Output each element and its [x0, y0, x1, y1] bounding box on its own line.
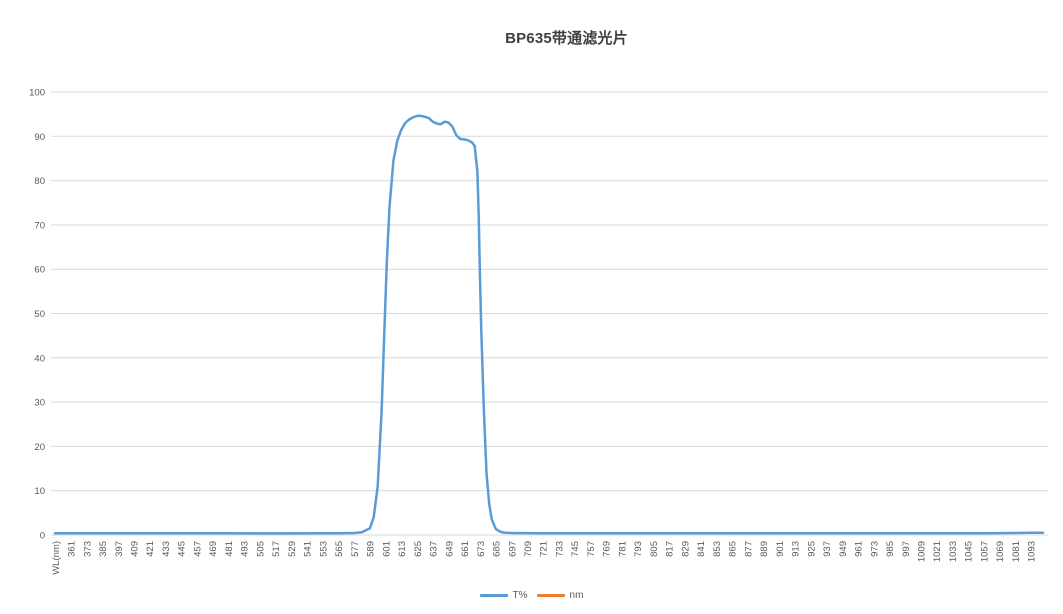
y-tick-label: 80: [34, 176, 45, 187]
x-tick-label: 457: [192, 541, 203, 557]
y-tick-label: 50: [34, 309, 45, 320]
x-tick-label: 625: [413, 541, 424, 557]
y-tick-label: 70: [34, 220, 45, 231]
x-tick-label: 469: [208, 541, 219, 557]
x-tick-label: 733: [554, 541, 565, 557]
y-tick-label: 30: [34, 398, 45, 409]
x-tick-label: 877: [743, 541, 754, 557]
x-tick-label: 901: [775, 541, 786, 557]
chart-title: BP635带通滤光片: [505, 30, 628, 47]
y-tick-label: 60: [34, 265, 45, 276]
x-tick-label: 661: [460, 541, 471, 557]
x-tick-label: 1057: [979, 541, 990, 562]
x-tick-label: 481: [224, 541, 235, 557]
series-line-T-percent: [53, 114, 1045, 535]
y-tick-label: 0: [40, 531, 45, 542]
x-tick-label: 817: [665, 541, 676, 557]
x-tick-label: 505: [255, 541, 266, 557]
x-tick-label: 1009: [917, 541, 928, 562]
x-tick-label: 493: [240, 541, 251, 557]
legend-item: nm: [536, 590, 584, 601]
x-tick-label: 769: [602, 541, 613, 557]
x-tick-label: 421: [145, 541, 156, 557]
x-tick-label: 961: [854, 541, 865, 557]
x-axis-header-label: WL(nm): [51, 541, 62, 575]
x-tick-label: 925: [806, 541, 817, 557]
x-tick-label: 517: [271, 541, 282, 557]
x-tick-label: 805: [649, 541, 660, 557]
x-tick-label: 433: [161, 541, 172, 557]
x-tick-label: 1081: [1011, 541, 1022, 562]
x-tick-label: 709: [523, 541, 534, 557]
x-tick-label: 973: [869, 541, 880, 557]
x-tick-label: 409: [130, 541, 141, 557]
legend-swatch: [479, 594, 508, 597]
x-tick-label: 589: [366, 541, 377, 557]
y-tick-label: 40: [34, 353, 45, 364]
x-tick-label: 757: [586, 541, 597, 557]
x-tick-label: 865: [728, 541, 739, 557]
x-tick-label: 721: [539, 541, 550, 557]
x-tick-label: 745: [570, 541, 581, 557]
x-tick-label: 853: [712, 541, 723, 557]
x-tick-label: 985: [885, 541, 896, 557]
x-tick-label: 997: [901, 541, 912, 557]
x-tick-label: 649: [444, 541, 455, 557]
x-tick-label: 949: [838, 541, 849, 557]
legend-label: T%: [512, 590, 528, 601]
x-tick-label: 541: [303, 541, 314, 557]
legend-label: nm: [569, 590, 584, 601]
x-tick-label: 793: [633, 541, 644, 557]
x-tick-label: 397: [114, 541, 125, 557]
x-tick-label: 553: [318, 541, 329, 557]
x-tick-label: 637: [429, 541, 440, 557]
x-tick-label: 361: [67, 541, 78, 557]
x-tick-label: 613: [397, 541, 408, 557]
legend-item: T%: [479, 590, 528, 601]
x-tick-label: 829: [680, 541, 691, 557]
y-tick-label: 10: [34, 486, 45, 497]
x-tick-label: 1033: [948, 541, 959, 562]
x-tick-label: 937: [822, 541, 833, 557]
x-tick-label: 601: [381, 541, 392, 557]
chart-legend: T% nm: [0, 590, 1063, 601]
x-tick-label: 913: [791, 541, 802, 557]
x-tick-label: 1069: [995, 541, 1006, 562]
x-tick-label: 373: [82, 541, 93, 557]
x-tick-label: 685: [492, 541, 503, 557]
x-tick-label: 529: [287, 541, 298, 557]
y-tick-label: 20: [34, 442, 45, 453]
x-tick-label: 781: [617, 541, 628, 557]
x-tick-label: 673: [476, 541, 487, 557]
x-tick-label: 889: [759, 541, 770, 557]
legend-swatch: [536, 594, 565, 597]
x-tick-label: 565: [334, 541, 345, 557]
x-tick-label: 841: [696, 541, 707, 557]
y-tick-label: 90: [34, 132, 45, 143]
x-tick-label: 385: [98, 541, 109, 557]
x-tick-label: 697: [507, 541, 518, 557]
y-tick-label: 100: [29, 88, 45, 99]
x-tick-label: 1093: [1027, 541, 1038, 562]
x-tick-label: 1045: [964, 541, 975, 562]
x-tick-label: 577: [350, 541, 361, 557]
x-tick-label: 1021: [932, 541, 943, 562]
x-tick-label: 445: [177, 541, 188, 557]
